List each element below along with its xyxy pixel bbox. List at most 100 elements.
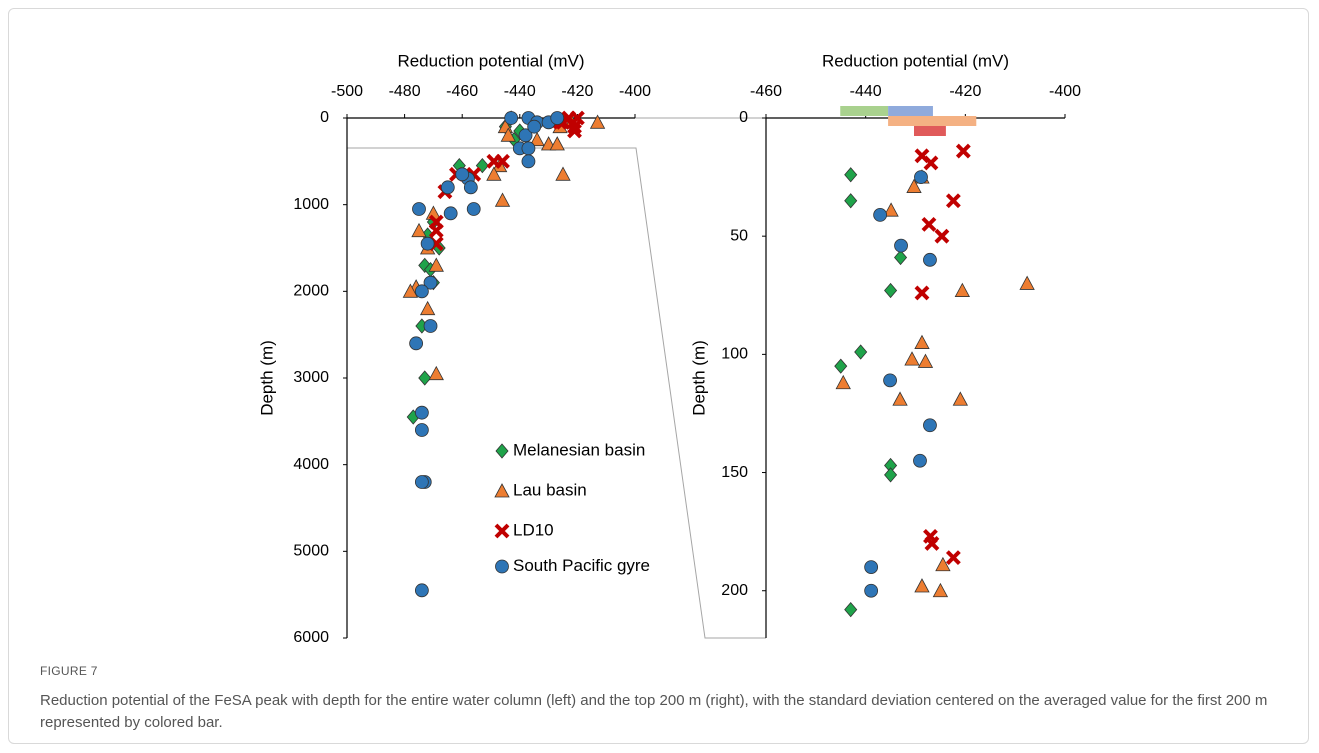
point bbox=[423, 319, 438, 333]
point bbox=[945, 193, 961, 209]
legend-swatch bbox=[495, 559, 509, 574]
legend-label: Melanesian basin bbox=[513, 440, 645, 459]
point bbox=[486, 166, 502, 181]
point bbox=[914, 578, 930, 593]
point bbox=[414, 423, 429, 437]
chart: Reduction potential (mV) Depth (m) -500 -48… bbox=[257, 51, 1081, 646]
point bbox=[835, 374, 851, 390]
x-tick-label: -440 bbox=[850, 83, 882, 100]
point bbox=[550, 111, 565, 125]
point bbox=[420, 236, 435, 251]
point bbox=[906, 178, 922, 193]
y-tick-label: 1000 bbox=[293, 196, 329, 213]
point bbox=[414, 284, 429, 299]
zoom-connector bbox=[347, 147, 766, 639]
point bbox=[561, 110, 577, 126]
point bbox=[521, 141, 536, 156]
point bbox=[914, 334, 930, 349]
legend-label: South Pacific gyre bbox=[513, 556, 650, 575]
x-tick-label: -420 bbox=[949, 83, 981, 100]
y-tick-label: 3000 bbox=[293, 369, 329, 386]
point bbox=[924, 536, 940, 551]
point bbox=[428, 257, 444, 272]
point bbox=[883, 202, 899, 217]
point bbox=[414, 475, 429, 489]
x-tick-label: -420 bbox=[561, 83, 593, 100]
point bbox=[934, 228, 950, 244]
point bbox=[466, 202, 481, 216]
y-tick-label: 0 bbox=[739, 109, 748, 126]
y-axis-title: Depth (m) bbox=[257, 340, 276, 416]
point bbox=[419, 300, 436, 316]
legend-label: LD10 bbox=[513, 520, 554, 539]
point bbox=[834, 358, 848, 374]
point bbox=[567, 123, 582, 139]
y-tick-label: 2000 bbox=[293, 283, 329, 300]
point bbox=[518, 128, 533, 143]
point bbox=[844, 167, 858, 183]
point bbox=[411, 222, 427, 238]
point bbox=[913, 453, 927, 468]
point bbox=[527, 119, 542, 134]
y-tick-label: 6000 bbox=[293, 629, 329, 646]
figure-label: FIGURE 7 bbox=[40, 664, 98, 678]
std-bar bbox=[914, 126, 946, 136]
point bbox=[589, 114, 606, 129]
point bbox=[428, 223, 444, 239]
point bbox=[844, 193, 858, 209]
x-tick-label: -400 bbox=[619, 83, 651, 100]
point bbox=[1019, 275, 1035, 290]
x-tick-label: -460 bbox=[446, 83, 478, 100]
point bbox=[935, 556, 951, 572]
figure-caption: Reduction potential of the FeSA peak wit… bbox=[40, 692, 1268, 731]
legend-label: Lau basin bbox=[513, 480, 587, 499]
std-bar bbox=[888, 106, 933, 116]
point bbox=[923, 155, 939, 171]
y-tick-label: 100 bbox=[721, 346, 748, 363]
point bbox=[894, 249, 908, 266]
x-tick-label: -440 bbox=[504, 83, 536, 100]
point bbox=[894, 238, 908, 253]
point bbox=[414, 583, 429, 598]
point bbox=[854, 344, 868, 360]
x-axis-title: Reduction potential (mV) bbox=[397, 51, 584, 70]
x-tick-label: -460 bbox=[750, 83, 782, 100]
point bbox=[955, 143, 971, 159]
y-tick-label: 150 bbox=[721, 464, 748, 481]
point bbox=[443, 206, 458, 221]
y-tick-label: 50 bbox=[730, 227, 748, 244]
point bbox=[402, 283, 419, 298]
point bbox=[418, 370, 432, 386]
point bbox=[914, 285, 930, 301]
legend-swatch bbox=[494, 483, 510, 498]
point bbox=[945, 550, 961, 566]
point bbox=[414, 405, 429, 420]
std-bar bbox=[840, 106, 889, 116]
point bbox=[884, 467, 898, 483]
point bbox=[440, 180, 455, 195]
point bbox=[549, 136, 565, 151]
point bbox=[873, 208, 888, 222]
point bbox=[423, 275, 438, 290]
point bbox=[914, 170, 928, 184]
legend-swatch bbox=[495, 443, 509, 459]
point bbox=[495, 153, 510, 169]
point bbox=[529, 131, 545, 147]
point bbox=[494, 192, 511, 207]
point bbox=[864, 560, 879, 574]
point bbox=[892, 391, 908, 406]
point bbox=[883, 373, 897, 388]
point bbox=[932, 582, 949, 598]
legend-swatch bbox=[494, 523, 510, 539]
figure-frame bbox=[8, 8, 1309, 744]
std-bar bbox=[888, 116, 977, 126]
point bbox=[952, 391, 969, 406]
point bbox=[923, 418, 937, 433]
y-tick-label: 5000 bbox=[293, 543, 329, 560]
x-axis-title: Reduction potential (mV) bbox=[822, 51, 1009, 70]
point bbox=[500, 127, 516, 142]
point bbox=[904, 351, 920, 366]
point bbox=[844, 602, 858, 618]
point bbox=[463, 180, 478, 195]
